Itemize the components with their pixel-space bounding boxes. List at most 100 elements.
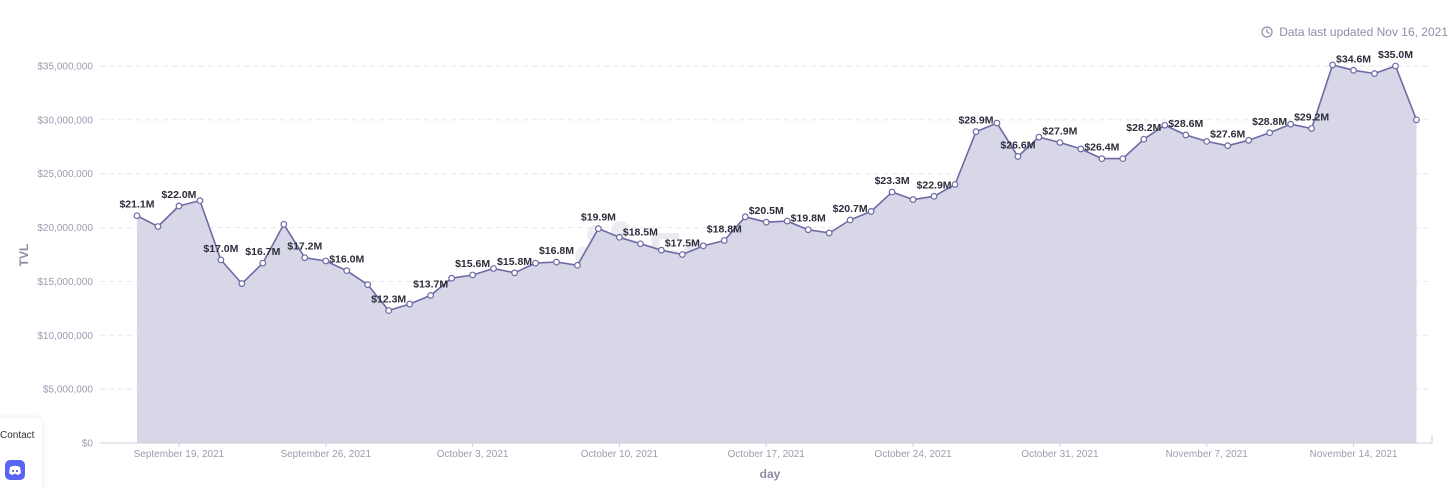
y-tick-label: $20,000,000 — [37, 223, 93, 234]
data-point — [1224, 142, 1232, 150]
x-tick-label: November 7, 2021 — [1166, 449, 1249, 460]
data-point — [553, 258, 560, 266]
contact-widget[interactable]: Contact — [0, 418, 42, 488]
data-label: $18.8M — [707, 223, 742, 235]
x-tick-label: September 26, 2021 — [280, 449, 371, 460]
data-point — [1308, 125, 1315, 132]
data-point — [1371, 70, 1378, 77]
data-label: $18.5M — [623, 227, 658, 239]
data-point — [469, 271, 476, 279]
data-label: $28.9M — [958, 115, 993, 127]
data-point — [175, 202, 183, 210]
data-label: $17.0M — [203, 243, 238, 255]
data-point — [280, 220, 288, 228]
data-point — [846, 216, 854, 224]
y-tick-label: $25,000,000 — [37, 169, 93, 180]
x-tick-label: September 19, 2021 — [134, 449, 225, 460]
data-point — [1245, 136, 1253, 144]
data-point — [574, 261, 581, 269]
data-point — [972, 128, 980, 136]
area-fill — [136, 64, 1418, 444]
x-tick-label: October 10, 2021 — [581, 449, 659, 460]
y-tick-label: $30,000,000 — [37, 115, 93, 126]
data-point — [930, 192, 938, 200]
data-point — [1161, 121, 1169, 129]
data-point — [657, 246, 665, 254]
data-point — [741, 213, 749, 221]
data-label: $28.8M — [1252, 116, 1287, 128]
data-label: $13.7M — [413, 278, 448, 290]
axes: $0 $5,000,000 $10,000,000 $15,000,000 $20,00… — [37, 62, 1433, 460]
data-label: $19.8M — [791, 213, 826, 225]
data-point — [1392, 62, 1399, 70]
data-point — [867, 208, 875, 215]
data-point — [238, 280, 246, 287]
data-point — [154, 223, 162, 230]
x-tick-label: October 3, 2021 — [437, 449, 509, 460]
data-label: $15.8M — [497, 256, 532, 268]
data-point — [783, 217, 791, 225]
data-label: $16.7M — [245, 246, 280, 258]
data-point — [364, 281, 372, 289]
y-tick-label: $5,000,000 — [43, 385, 93, 396]
data-point — [1098, 155, 1106, 163]
data-point — [699, 242, 707, 250]
data-points — [133, 61, 1420, 314]
data-point — [1014, 153, 1022, 160]
data-point — [909, 196, 917, 203]
data-point — [448, 274, 456, 282]
discord-icon[interactable] — [5, 460, 25, 480]
data-label: $27.9M — [1042, 125, 1077, 137]
data-label: $17.5M — [665, 238, 700, 250]
series-area — [137, 64, 1417, 444]
data-point — [951, 181, 959, 188]
data-point — [1119, 155, 1127, 163]
data-label: $28.6M — [1168, 118, 1203, 130]
data-label: $26.6M — [1000, 139, 1035, 151]
data-label: $35.0M — [1378, 49, 1413, 61]
y-tick-label: $15,000,000 — [37, 277, 93, 288]
data-point — [993, 119, 1001, 127]
data-label: $12.3M — [371, 294, 406, 306]
data-label: $22.9M — [917, 179, 952, 191]
data-point — [825, 229, 833, 237]
data-point — [1413, 116, 1420, 124]
x-tick-label: October 24, 2021 — [874, 449, 952, 460]
data-point — [636, 240, 644, 248]
y-tick-label: $10,000,000 — [37, 331, 93, 342]
data-label: $34.6M — [1336, 53, 1371, 65]
data-point — [1140, 135, 1148, 143]
data-label: $16.8M — [539, 245, 574, 257]
data-point — [385, 307, 393, 314]
data-label: $22.0M — [161, 189, 196, 201]
data-label: $20.7M — [833, 203, 868, 215]
data-point — [511, 269, 518, 277]
last-updated-text: Data last updated Nov 16, 2021 — [1279, 25, 1448, 39]
data-point — [532, 259, 539, 267]
x-axis-title: day — [760, 467, 781, 481]
y-axis-title: TVL — [17, 244, 31, 267]
data-point — [427, 292, 435, 299]
data-point — [678, 251, 686, 258]
data-point — [133, 212, 141, 220]
y-tick-label: $0 — [82, 439, 94, 450]
data-point — [217, 256, 225, 264]
x-tick-label: October 17, 2021 — [728, 449, 806, 460]
data-label: $19.9M — [581, 212, 616, 224]
data-point — [1077, 145, 1085, 153]
data-label: $17.2M — [287, 241, 322, 253]
contact-label: Contact — [0, 430, 35, 441]
x-tick-label: October 31, 2021 — [1021, 449, 1099, 460]
data-label: $16.0M — [329, 254, 364, 266]
data-point — [490, 265, 497, 272]
data-label: $26.4M — [1084, 142, 1119, 154]
data-point — [804, 226, 812, 234]
data-label: $28.2M — [1126, 122, 1161, 134]
x-tick-label: November 14, 2021 — [1310, 449, 1398, 460]
data-point — [1182, 131, 1190, 139]
clock-icon — [1261, 26, 1273, 38]
data-point — [888, 188, 896, 196]
data-label: $15.6M — [455, 258, 490, 270]
data-point — [762, 218, 770, 226]
